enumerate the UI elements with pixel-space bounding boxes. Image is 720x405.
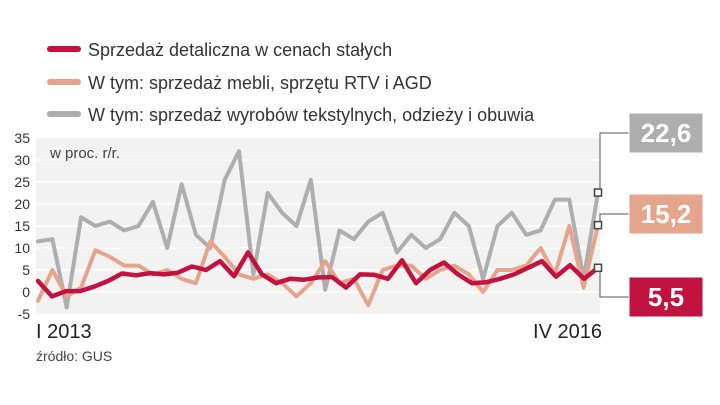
y-tick-label: 25 bbox=[14, 174, 30, 190]
legend-label-retail: Sprzedaż detaliczna w cenach stałych bbox=[88, 40, 392, 60]
end-marker-retail bbox=[593, 263, 603, 273]
y-tick-label: 15 bbox=[14, 218, 30, 234]
chart-legend: Sprzedaż detaliczna w cenach stałych W t… bbox=[47, 40, 535, 125]
end-value-labels: 5,5 15,2 22,6 bbox=[628, 112, 704, 318]
y-axis-ticks: 35 30 25 20 15 10 5 0 -5 bbox=[14, 130, 30, 322]
connector-furniture bbox=[598, 213, 629, 226]
y-tick-label: 20 bbox=[14, 196, 30, 212]
connector-textiles bbox=[598, 132, 629, 194]
series-line-retail bbox=[35, 250, 601, 299]
end-label-retail: 5,5 bbox=[648, 282, 684, 312]
y-tick-label: 35 bbox=[14, 130, 30, 146]
y-tick-label: 30 bbox=[14, 152, 30, 168]
legend-label-textiles: W tym: sprzedaż wyrobów tekstylnych, odz… bbox=[88, 105, 535, 125]
y-tick-label: 10 bbox=[14, 240, 30, 256]
source-note: źródło: GUS bbox=[36, 348, 112, 364]
end-label-furniture: 15,2 bbox=[641, 199, 692, 229]
end-label-connectors bbox=[593, 132, 629, 298]
end-label-box-retail bbox=[628, 276, 704, 318]
y-axis-unit-label: w proc. r/r. bbox=[49, 145, 120, 162]
series-line-furniture bbox=[36, 223, 600, 308]
x-axis-start-label: I 2013 bbox=[36, 321, 92, 343]
legend-label-furniture: W tym: sprzedaż mebli, sprzętu RTV i AGD bbox=[88, 73, 432, 93]
y-tick-label: -5 bbox=[18, 306, 31, 322]
series-line-textiles bbox=[36, 149, 600, 310]
end-label-textiles: 22,6 bbox=[641, 118, 692, 148]
connector-retail bbox=[598, 267, 629, 298]
end-marker-textiles bbox=[593, 188, 603, 197]
y-tick-label: 5 bbox=[22, 262, 30, 278]
series-lines bbox=[35, 149, 601, 310]
end-marker-furniture bbox=[593, 220, 603, 230]
end-label-box-furniture bbox=[628, 193, 704, 235]
x-axis-end-label: IV 2016 bbox=[533, 321, 602, 343]
end-label-box-textiles bbox=[628, 112, 704, 154]
y-tick-label: 0 bbox=[22, 284, 30, 300]
